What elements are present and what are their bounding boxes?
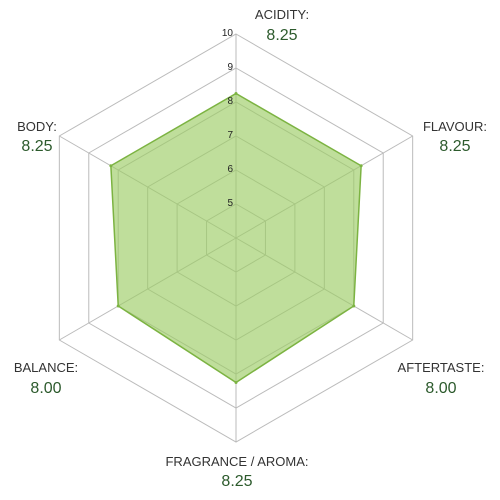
axis-label: FRAGRANCE / AROMA:: [165, 454, 308, 469]
axis-label: BODY:: [17, 119, 57, 134]
axis-value-label: 8.25: [439, 138, 470, 155]
data-point: [359, 164, 363, 168]
axis-value-label: 8.25: [21, 138, 52, 155]
axis-label: ACIDITY:: [255, 7, 309, 22]
axis-value-label: 8.25: [266, 27, 297, 44]
tick-label: 10: [222, 28, 234, 39]
axis-label: BALANCE:: [14, 360, 78, 375]
axis-value-label: 8.25: [221, 473, 252, 490]
tick-label: 6: [227, 164, 233, 175]
axis-label: AFTERTASTE:: [398, 360, 485, 375]
data-point: [234, 92, 238, 95]
series-area: [110, 92, 362, 384]
data-point: [234, 381, 238, 384]
data-point: [116, 304, 120, 308]
axis-value-label: 8.00: [425, 380, 456, 397]
radar-ticks: 5 6 7 8 9 10: [222, 28, 234, 209]
axis-label: FLAVOUR:: [423, 119, 487, 134]
axis-value-label: 8.00: [30, 380, 61, 397]
data-point: [109, 164, 113, 168]
tick-label: 9: [227, 62, 233, 73]
tick-label: 8: [227, 96, 233, 107]
tick-label: 7: [227, 130, 233, 141]
data-point: [352, 304, 356, 308]
radar-series: [109, 92, 363, 384]
tick-label: 5: [227, 198, 233, 209]
radar-labels: ACIDITY: 8.25 FLAVOUR: 8.25 AFTERTASTE: 8.00 F…: [14, 7, 487, 490]
